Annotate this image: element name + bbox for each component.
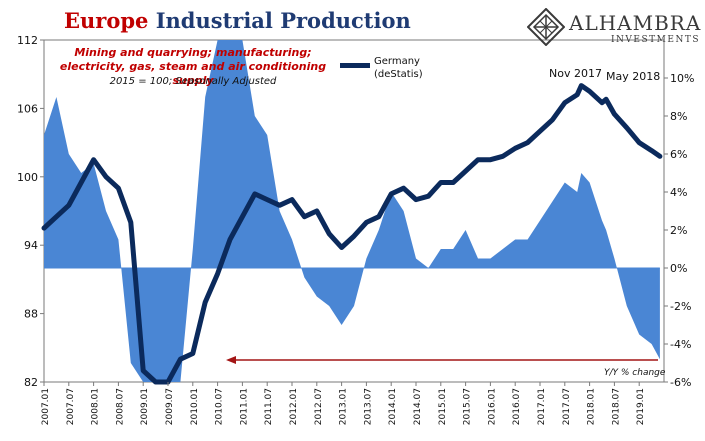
x-tick-label: 2011.01 [239, 388, 249, 425]
x-tick-label: 2012.07 [314, 388, 324, 425]
right-tick-label: 10% [670, 72, 694, 85]
x-tick-label: 2017.07 [562, 388, 572, 425]
x-tick-label: 2018.01 [587, 388, 597, 425]
x-tick-label: 2016.01 [487, 388, 497, 425]
germany-line-layer [41, 83, 663, 385]
logo-subtitle: INVESTMENTS [611, 35, 700, 45]
right-tick-label: -2% [670, 300, 691, 313]
annotation-yy-change: Y/Y % change [604, 368, 666, 378]
x-tick-label: 2019.01 [636, 388, 646, 425]
left-tick-label: 100 [17, 171, 38, 184]
left-tick-label: 88 [24, 308, 38, 321]
chart-subtitle: Mining and quarrying; manufacturing; ele… [59, 46, 327, 87]
x-tick-label: 2009.01 [140, 388, 150, 425]
x-tick-label: 2010.07 [215, 388, 225, 425]
title-accent: Europe [64, 8, 149, 33]
right-tick-label: 6% [670, 148, 687, 161]
right-tick-label: -4% [670, 338, 691, 351]
right-tick-label: 4% [670, 186, 687, 199]
x-tick-label: 2014.01 [388, 388, 398, 425]
right-axis: -6% -4% -2% 0% 2% 4% 6% 8% 10% [664, 72, 694, 389]
legend-swatch [340, 63, 370, 68]
x-tick-label: 2009.07 [165, 388, 175, 425]
plot-area [41, 39, 665, 385]
x-tick-label: 2015.07 [463, 388, 473, 425]
title-rest: Industrial Production [148, 8, 411, 33]
x-tick-label: 2008.07 [115, 388, 125, 425]
chart-subnote: 2015 = 100; Seasonally Adjusted [109, 76, 277, 87]
left-tick-label: 112 [17, 34, 38, 47]
x-tick-label: 2016.07 [512, 388, 522, 425]
x-tick-label: 2007.01 [41, 388, 51, 425]
x-tick-label: 2015.01 [438, 388, 448, 425]
logo: ALHAMBRA INVESTMENTS [525, 8, 700, 48]
x-tick-label: 2017.01 [537, 388, 547, 425]
legend-label: Germany (deStatis) [374, 56, 423, 80]
left-tick-label: 94 [24, 239, 38, 252]
x-tick-label: 2013.01 [339, 388, 349, 425]
arrow-head [226, 356, 236, 364]
right-tick-label: 2% [670, 224, 687, 237]
x-tick-label: 2013.07 [363, 388, 373, 425]
germany-series-line [41, 83, 663, 385]
left-tick-label: 106 [17, 102, 38, 115]
x-axis: 2007.01 2007.07 2008.01 2008.07 2009.01 2009.… [41, 382, 646, 425]
annotation-may-2018: May 2018 [606, 70, 661, 83]
x-tick-label: 2008.01 [91, 388, 101, 425]
right-tick-label: 0% [670, 262, 687, 275]
logo-name: ALHAMBRA [569, 11, 702, 35]
right-tick-label: -6% [670, 376, 691, 389]
x-tick-label: 2007.07 [66, 388, 76, 425]
legend: Germany (deStatis) [340, 55, 444, 81]
x-tick-label: 2010.01 [190, 388, 200, 425]
x-tick-label: 2011.07 [264, 388, 274, 425]
left-tick-label: 82 [24, 376, 38, 389]
annotation-nov-2017: Nov 2017 [549, 67, 602, 80]
x-tick-label: 2014.07 [413, 388, 423, 425]
left-axis: 82 88 94 100 106 112 [17, 34, 44, 389]
x-tick-label: 2018.07 [611, 388, 621, 425]
logo-diamond-icon [527, 8, 565, 46]
arrow-layer [226, 356, 658, 364]
x-tick-label: 2012.01 [289, 388, 299, 425]
chart-title: Europe Industrial Production [64, 8, 411, 33]
right-tick-label: 8% [670, 110, 687, 123]
